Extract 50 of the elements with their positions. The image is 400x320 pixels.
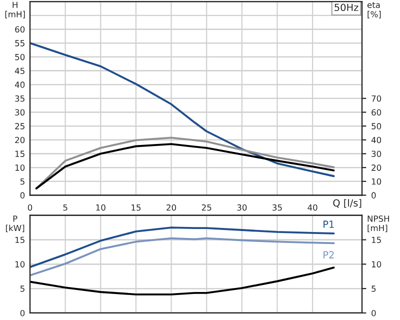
- y-axis-title: P [kW]: [6, 216, 24, 232]
- y-tick-label: 5: [20, 286, 24, 292]
- x-tick-label: 25: [202, 204, 212, 211]
- x-tick-label: 40: [308, 204, 318, 211]
- line-series: [30, 226, 335, 268]
- y2-tick-label: 5: [372, 286, 376, 292]
- y-tick-label: 40: [14, 82, 25, 88]
- y-tick-label: 30: [15, 109, 25, 116]
- y2-axis-title: eta [%]: [367, 2, 381, 18]
- x-tick-label: 5: [63, 204, 68, 211]
- y2-tick-label: 20: [372, 164, 382, 171]
- y2-tick-label: 30: [372, 150, 382, 157]
- y2-axis-title: NPSH [mH]: [368, 216, 389, 232]
- y-tick-label: 45: [14, 68, 24, 74]
- y2-tick-label: 0: [372, 192, 376, 198]
- y-tick-label: 55: [15, 40, 24, 46]
- y-tick-label: 10: [15, 164, 25, 171]
- x-tick-label: 10: [96, 204, 106, 211]
- y2-tick-label: 15: [372, 236, 381, 244]
- y2-tick-label: 60: [372, 109, 382, 116]
- y2-tick-label: 70: [372, 95, 382, 102]
- y2-tick-label: 10: [372, 261, 382, 268]
- line-series: [30, 237, 335, 276]
- series-label: P2: [324, 251, 334, 258]
- x-tick-label: 30: [237, 204, 247, 211]
- y-tick-label: 10: [15, 261, 25, 268]
- chart-title: 50Hz: [334, 4, 358, 12]
- y2-tick-label: 0: [372, 310, 376, 316]
- y-tick-label: 0: [20, 310, 25, 316]
- line-series: [30, 42, 335, 178]
- x-axis-title: Q [l/s]: [333, 199, 362, 208]
- y2-tick-label: 10: [372, 178, 382, 185]
- y-tick-label: 25: [15, 123, 24, 130]
- y-tick-label: 20: [15, 136, 25, 144]
- x-tick-label: 35: [272, 204, 282, 211]
- y2-tick-label: 40: [371, 136, 382, 144]
- y-tick-label: 50: [15, 54, 25, 60]
- y-tick-label: 60: [15, 26, 25, 33]
- y2-tick-label: 50: [372, 123, 382, 130]
- y-tick-label: 15: [15, 236, 24, 244]
- y-axis-title: H [mH]: [5, 2, 25, 18]
- y-tick-label: 15: [15, 150, 24, 157]
- series-label: P1: [324, 220, 334, 228]
- x-tick-label: 0: [28, 204, 32, 211]
- x-tick-label: 15: [132, 204, 141, 211]
- line-series: [30, 266, 335, 296]
- y-tick-label: 0: [20, 192, 25, 198]
- y-tick-label: 5: [20, 178, 24, 185]
- y-tick-label: 35: [15, 95, 24, 102]
- x-tick-label: 20: [166, 204, 176, 211]
